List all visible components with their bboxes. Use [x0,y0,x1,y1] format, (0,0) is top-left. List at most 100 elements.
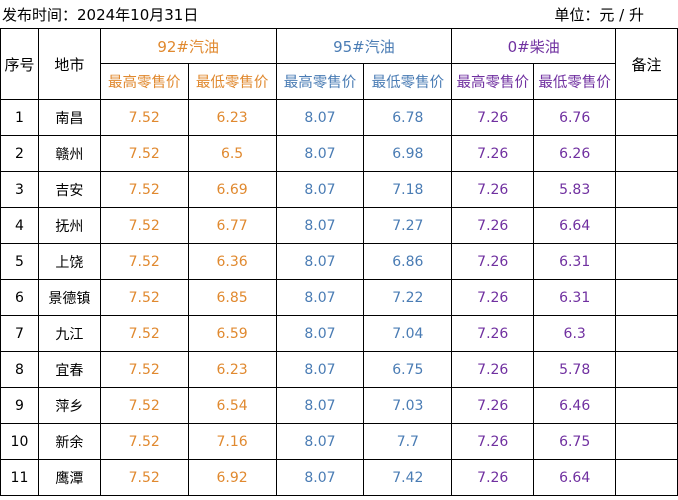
cell-95-max: 8.07 [275,99,365,136]
table-row: 11 鹰潭 7.52 6.92 8.07 7.42 7.26 6.64 [0,459,678,496]
cell-note [615,99,678,136]
cell-city: 景德镇 [37,279,101,316]
cell-note [615,351,678,388]
cell-city: 九江 [37,315,101,352]
cell-diesel-min: 6.3 [533,315,617,352]
unit-label: 单位：元 / 升 [554,6,644,24]
cell-95-max: 8.07 [275,207,365,244]
cell-95-min: 7.42 [363,459,453,496]
cell-seq: 6 [0,279,39,316]
table-row: 3 吉安 7.52 6.69 8.07 7.18 7.26 5.83 [0,171,678,208]
cell-note [615,423,678,460]
cell-city: 赣州 [37,135,101,172]
cell-diesel-max: 7.26 [451,423,535,460]
cell-city: 鹰潭 [37,459,101,496]
group-header-diesel: 0#柴油 [451,28,617,64]
col-header-city: 地市 [37,28,101,100]
cell-diesel-min: 5.78 [533,351,617,388]
cell-note [615,315,678,352]
cell-city: 南昌 [37,99,101,136]
table-row: 5 上饶 7.52 6.36 8.07 6.86 7.26 6.31 [0,243,678,280]
cell-diesel-max: 7.26 [451,279,535,316]
header-bar: 发布时间：2024年10月31日 单位：元 / 升 [0,0,678,28]
cell-95-max: 8.07 [275,171,365,208]
cell-note [615,387,678,424]
cell-diesel-max: 7.26 [451,207,535,244]
table-row: 10 新余 7.52 7.16 8.07 7.7 7.26 6.75 [0,423,678,460]
cell-note [615,207,678,244]
cell-city: 抚州 [37,207,101,244]
cell-diesel-max: 7.26 [451,243,535,280]
subheader-diesel-min: 最低零售价 [533,63,617,100]
cell-diesel-max: 7.26 [451,135,535,172]
cell-city: 萍乡 [37,387,101,424]
cell-95-max: 8.07 [275,279,365,316]
cell-95-min: 6.75 [363,351,453,388]
cell-92-max: 7.52 [99,423,189,460]
header-row-groups: 序号 地市 92#汽油 95#汽油 0#柴油 备注 [0,28,678,100]
cell-95-max: 8.07 [275,135,365,172]
cell-city: 吉安 [37,171,101,208]
cell-diesel-max: 7.26 [451,171,535,208]
cell-95-max: 8.07 [275,315,365,352]
cell-diesel-max: 7.26 [451,387,535,424]
cell-92-max: 7.52 [99,99,189,136]
header-row-subcols: 最高零售价 最低零售价 最高零售价 最低零售价 最高零售价 最低零售价 [1,63,678,100]
cell-seq: 8 [0,351,39,388]
subheader-95-min: 最低零售价 [363,63,453,100]
cell-92-min: 6.69 [187,171,277,208]
cell-city: 新余 [37,423,101,460]
cell-92-min: 6.77 [187,207,277,244]
cell-diesel-min: 6.31 [533,279,617,316]
cell-95-max: 8.07 [275,459,365,496]
cell-seq: 2 [0,135,39,172]
cell-note [615,135,678,172]
cell-diesel-min: 6.26 [533,135,617,172]
table-row: 1 南昌 7.52 6.23 8.07 6.78 7.26 6.76 [0,99,678,136]
cell-diesel-min: 6.31 [533,243,617,280]
table-row: 8 宜春 7.52 6.23 8.07 6.75 7.26 5.78 [0,351,678,388]
cell-note [615,243,678,280]
table-row: 6 景德镇 7.52 6.85 8.07 7.22 7.26 6.31 [0,279,678,316]
cell-seq: 10 [0,423,39,460]
cell-92-min: 6.59 [187,315,277,352]
cell-note [615,171,678,208]
fuel-price-table: 序号 地市 92#汽油 95#汽油 0#柴油 备注 最高零售价 最低零售价 最高… [0,28,678,496]
cell-diesel-max: 7.26 [451,351,535,388]
table-row: 2 赣州 7.52 6.5 8.07 6.98 7.26 6.26 [0,135,678,172]
cell-diesel-min: 5.83 [533,171,617,208]
cell-95-min: 6.98 [363,135,453,172]
cell-note [615,279,678,316]
cell-95-min: 7.04 [363,315,453,352]
cell-95-min: 7.18 [363,171,453,208]
publish-time: 发布时间：2024年10月31日 [2,6,199,24]
cell-95-max: 8.07 [275,243,365,280]
cell-seq: 9 [0,387,39,424]
cell-seq: 4 [0,207,39,244]
cell-seq: 7 [0,315,39,352]
cell-seq: 1 [0,99,39,136]
subheader-diesel-max: 最高零售价 [451,63,535,100]
cell-seq: 5 [0,243,39,280]
cell-92-min: 6.92 [187,459,277,496]
table-row: 7 九江 7.52 6.59 8.07 7.04 7.26 6.3 [0,315,678,352]
cell-92-min: 6.85 [187,279,277,316]
cell-92-min: 6.23 [187,99,277,136]
cell-92-min: 6.23 [187,351,277,388]
cell-92-max: 7.52 [99,387,189,424]
cell-city: 上饶 [37,243,101,280]
cell-diesel-min: 6.64 [533,207,617,244]
cell-diesel-max: 7.26 [451,315,535,352]
cell-92-min: 6.5 [187,135,277,172]
cell-92-max: 7.52 [99,135,189,172]
cell-seq: 11 [0,459,39,496]
subheader-95-max: 最高零售价 [275,63,365,100]
cell-diesel-max: 7.26 [451,99,535,136]
cell-92-max: 7.52 [99,351,189,388]
subheader-92-min: 最低零售价 [187,63,277,100]
cell-95-max: 8.07 [275,387,365,424]
table-body: 1 南昌 7.52 6.23 8.07 6.78 7.26 6.76 2 赣州 … [0,99,678,496]
cell-seq: 3 [0,171,39,208]
group-header-95: 95#汽油 [275,28,453,64]
cell-diesel-max: 7.26 [451,459,535,496]
